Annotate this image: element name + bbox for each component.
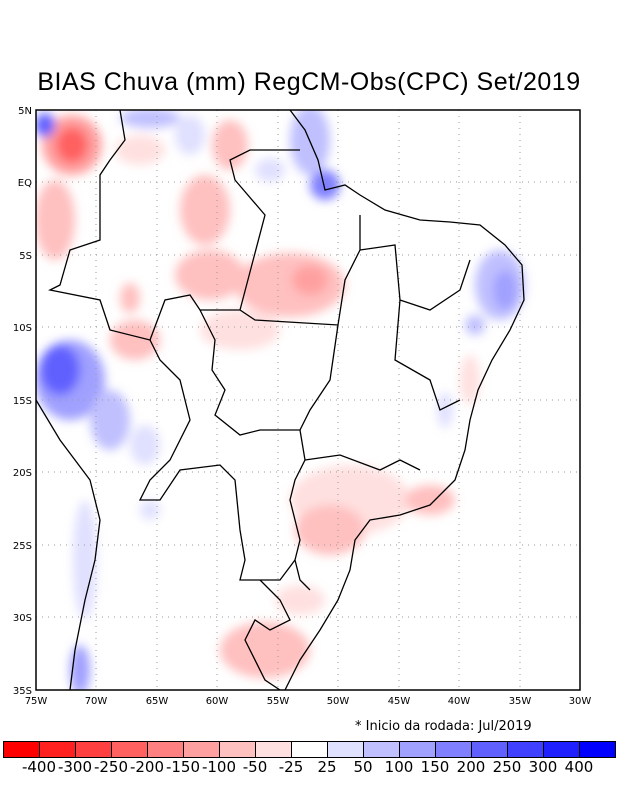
lat-label: EQ (18, 178, 32, 189)
colorbar (3, 741, 616, 758)
lat-label: 5N (18, 106, 32, 117)
colorbar-label: -250 (93, 758, 129, 776)
lon-tick-labels: 75W 70W 65W 60W 55W 50W 45W 40W 35W 30W (25, 696, 592, 707)
lat-label: 25S (13, 541, 32, 552)
colorbar-label: 300 (528, 758, 558, 776)
colorbar-label: 25 (317, 758, 337, 776)
colorbar-swatch (508, 742, 544, 757)
colorbar-label: -300 (57, 758, 93, 776)
colorbar-label: -150 (165, 758, 201, 776)
colorbar-label: 400 (564, 758, 594, 776)
colorbar-swatch (220, 742, 256, 757)
map-frame (35, 109, 581, 691)
run-start-note: * Inicio da rodada: Jul/2019 (355, 719, 532, 734)
colorbar-label: -100 (201, 758, 237, 776)
lon-label: 35W (509, 696, 532, 707)
colorbar-swatch (184, 742, 220, 757)
colorbar-swatch (4, 742, 40, 757)
colorbar-swatch (148, 742, 184, 757)
colorbar-label: 150 (420, 758, 450, 776)
colorbar-swatch (76, 742, 112, 757)
colorbar-label: 100 (384, 758, 414, 776)
colorbar-label: -400 (21, 758, 57, 776)
gridlines (36, 110, 580, 690)
lon-label: 60W (206, 696, 229, 707)
colorbar-swatch (292, 742, 328, 757)
colorbar-swatch (328, 742, 364, 757)
lon-label: 50W (327, 696, 350, 707)
bias-map: 5N EQ 5S 10S 15S 20S 25S 30S 35S 75W 70W… (13, 106, 592, 707)
lon-label: 30W (569, 696, 592, 707)
lat-label: 10S (13, 323, 32, 334)
colorbar-label: -50 (242, 758, 268, 776)
colorbar-label: -25 (278, 758, 304, 776)
colorbar-label: 200 (456, 758, 486, 776)
lat-tick-labels: 5N EQ 5S 10S 15S 20S 25S 30S 35S (13, 106, 32, 697)
colorbar-swatch (364, 742, 400, 757)
lat-label: 20S (13, 468, 32, 479)
bias-field (36, 110, 580, 690)
colorbar-label: -200 (129, 758, 165, 776)
lat-label: 15S (13, 396, 32, 407)
colorbar-labels: -400 -300 -250 -200 -150 -100 -50 -25 25 50 100 150… (3, 758, 615, 778)
lat-label: 5S (19, 251, 32, 262)
colorbar-label: 50 (353, 758, 373, 776)
map-title: BIAS Chuva (mm) RegCM-Obs(CPC) Set/2019 (37, 68, 581, 96)
colorbar-swatch (436, 742, 472, 757)
lon-label: 40W (448, 696, 471, 707)
lon-label: 75W (25, 696, 48, 707)
colorbar-label: 250 (492, 758, 522, 776)
colorbar-swatch (40, 742, 76, 757)
lat-label: 30S (13, 613, 32, 624)
lon-label: 45W (388, 696, 411, 707)
colorbar-swatch (472, 742, 508, 757)
coastlines-borders (36, 110, 525, 690)
colorbar-swatch (544, 742, 580, 757)
lon-label: 70W (85, 696, 108, 707)
colorbar-swatch (580, 742, 615, 757)
colorbar-swatch (400, 742, 436, 757)
lat-label: 35S (13, 686, 32, 697)
lon-label: 65W (146, 696, 169, 707)
lon-label: 55W (267, 696, 290, 707)
colorbar-swatch (256, 742, 292, 757)
colorbar-swatch (112, 742, 148, 757)
